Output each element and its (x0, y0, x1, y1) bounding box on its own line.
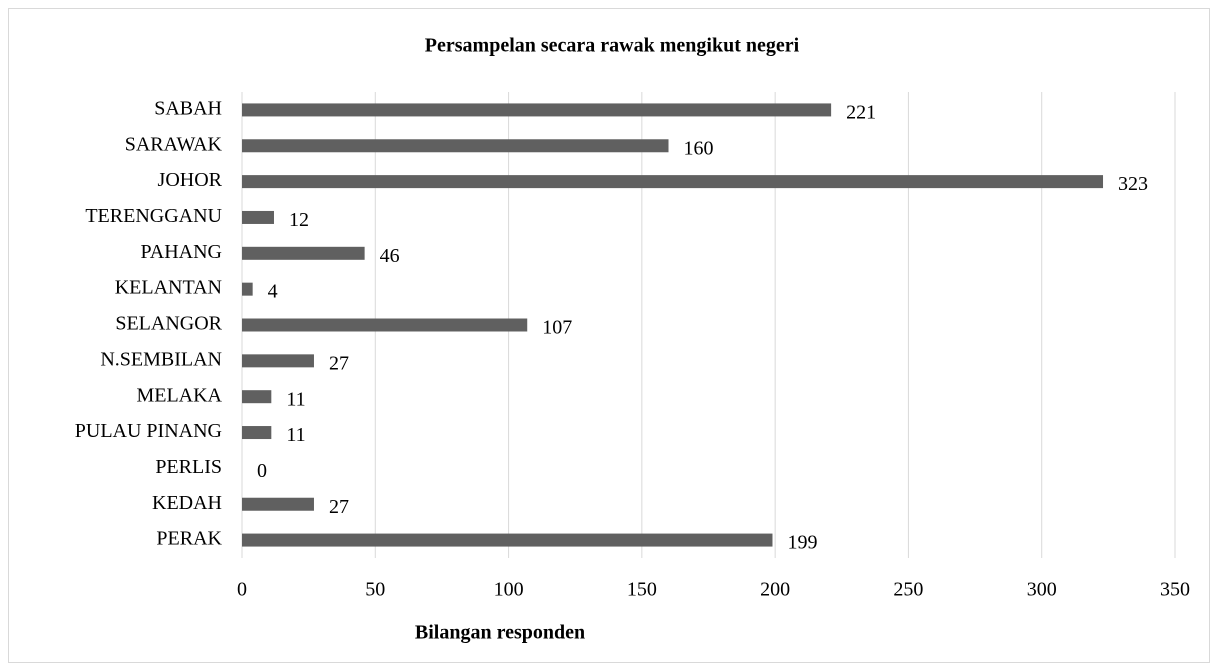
chart-frame (8, 8, 1210, 663)
x-tick-label: 50 (365, 579, 385, 601)
y-tick-label: SABAH (154, 98, 222, 120)
x-tick-label: 0 (237, 579, 247, 601)
bar (242, 103, 832, 117)
y-tick-label: SARAWAK (125, 133, 223, 155)
y-tick-label: PAHANG (140, 241, 222, 263)
y-tick-label: SELANGOR (115, 313, 222, 335)
data-label: 221 (846, 102, 876, 124)
y-tick-label: KEDAH (152, 492, 222, 514)
data-label: 160 (684, 137, 714, 159)
data-label: 4 (268, 281, 278, 303)
bar (242, 282, 253, 296)
x-tick-label: 300 (1027, 579, 1057, 601)
bar (242, 318, 528, 332)
bar (242, 139, 669, 153)
bar (242, 354, 314, 368)
y-tick-label: KELANTAN (115, 277, 222, 299)
x-tick-label: 150 (627, 579, 657, 601)
data-label: 46 (380, 245, 400, 267)
data-label: 199 (787, 532, 817, 554)
y-tick-label: PERLIS (155, 456, 222, 478)
bar (242, 210, 274, 224)
bar (242, 390, 272, 404)
bar (242, 533, 773, 547)
data-label: 11 (286, 424, 305, 446)
data-label: 107 (542, 317, 572, 339)
y-tick-label: PERAK (156, 528, 222, 550)
y-tick-label: MELAKA (136, 384, 222, 406)
data-label: 27 (329, 352, 349, 374)
x-tick-label: 200 (760, 579, 790, 601)
bar (242, 497, 314, 511)
data-label: 0 (257, 460, 267, 482)
data-label: 323 (1118, 173, 1148, 195)
y-tick-label: N.SEMBILAN (100, 348, 222, 370)
data-label: 12 (289, 209, 309, 231)
bar (242, 246, 365, 260)
data-label: 27 (329, 496, 349, 518)
chart-title: Persampelan secara rawak mengikut negeri (425, 35, 800, 57)
data-label: 11 (286, 388, 305, 410)
x-tick-label: 100 (494, 579, 524, 601)
y-tick-label: JOHOR (158, 169, 223, 191)
x-tick-label: 250 (893, 579, 923, 601)
y-tick-label: PULAU PINANG (75, 420, 222, 442)
x-tick-label: 350 (1160, 579, 1190, 601)
x-axis-title: Bilangan responden (415, 622, 585, 644)
y-tick-label: TERENGGANU (85, 205, 222, 227)
bar (242, 175, 1104, 189)
bar (242, 426, 272, 440)
